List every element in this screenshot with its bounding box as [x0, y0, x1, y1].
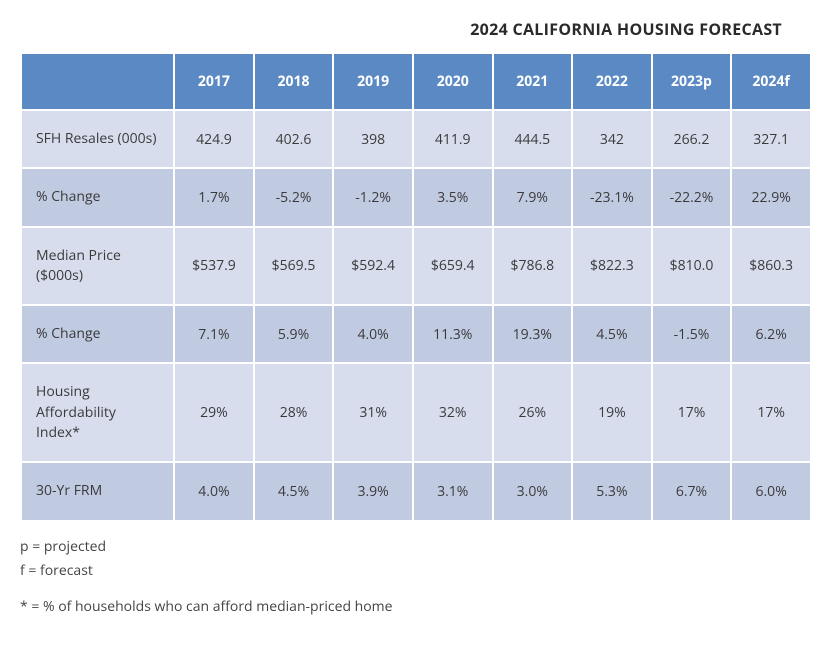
cell: 4.5%	[573, 306, 651, 362]
row-label: % Change	[22, 169, 173, 225]
table-header-row: 2017201820192020202120222023p2024f	[22, 54, 810, 109]
cell: 22.9%	[732, 169, 810, 225]
cell: 266.2	[653, 111, 731, 167]
cell: 3.0%	[494, 463, 572, 519]
cell: 424.9	[175, 111, 253, 167]
cell: 3.5%	[414, 169, 492, 225]
cell: 11.3%	[414, 306, 492, 362]
cell: 28%	[255, 364, 333, 461]
cell: -5.2%	[255, 169, 333, 225]
page-title: 2024 CALIFORNIA HOUSING FORECAST	[20, 18, 812, 40]
cell: -1.2%	[334, 169, 412, 225]
cell: $810.0	[653, 228, 731, 305]
footnote-projected: p = projected	[20, 536, 812, 558]
cell: 17%	[653, 364, 731, 461]
cell: 4.0%	[175, 463, 253, 519]
table-row: % Change1.7%-5.2%-1.2%3.5%7.9%-23.1%-22.…	[22, 169, 810, 225]
cell: 444.5	[494, 111, 572, 167]
cell: $569.5	[255, 228, 333, 305]
cell: -1.5%	[653, 306, 731, 362]
row-label: Housing Affordability Index*	[22, 364, 173, 461]
footnote-forecast: f = forecast	[20, 560, 812, 582]
cell: $786.8	[494, 228, 572, 305]
cell: $659.4	[414, 228, 492, 305]
cell: 17%	[732, 364, 810, 461]
cell: 3.9%	[334, 463, 412, 519]
cell: 6.2%	[732, 306, 810, 362]
cell: 3.1%	[414, 463, 492, 519]
cell: 6.7%	[653, 463, 731, 519]
row-label: Median Price ($000s)	[22, 228, 173, 305]
column-header: 2022	[573, 54, 651, 109]
cell: $592.4	[334, 228, 412, 305]
cell: -22.2%	[653, 169, 731, 225]
cell: 7.1%	[175, 306, 253, 362]
cell: 1.7%	[175, 169, 253, 225]
table-row: SFH Resales (000s)424.9402.6398411.9444.…	[22, 111, 810, 167]
table-row: Housing Affordability Index*29%28%31%32%…	[22, 364, 810, 461]
forecast-table: 2017201820192020202120222023p2024f SFH R…	[20, 52, 812, 522]
cell: $537.9	[175, 228, 253, 305]
footnotes: p = projected f = forecast * = % of hous…	[20, 536, 812, 619]
cell: 19%	[573, 364, 651, 461]
cell: 29%	[175, 364, 253, 461]
column-header: 2018	[255, 54, 333, 109]
cell: 32%	[414, 364, 492, 461]
column-header: 2023p	[653, 54, 731, 109]
cell: 26%	[494, 364, 572, 461]
cell: 5.9%	[255, 306, 333, 362]
cell: 7.9%	[494, 169, 572, 225]
cell: 411.9	[414, 111, 492, 167]
cell: 342	[573, 111, 651, 167]
row-label: 30-Yr FRM	[22, 463, 173, 519]
column-header: 2017	[175, 54, 253, 109]
table-row: Median Price ($000s)$537.9$569.5$592.4$6…	[22, 228, 810, 305]
footnote-asterisk: * = % of households who can afford media…	[20, 596, 812, 618]
table-row: 30-Yr FRM4.0%4.5%3.9%3.1%3.0%5.3%6.7%6.0…	[22, 463, 810, 519]
cell: 4.5%	[255, 463, 333, 519]
cell: -23.1%	[573, 169, 651, 225]
cell: 398	[334, 111, 412, 167]
cell: 402.6	[255, 111, 333, 167]
cell: $860.3	[732, 228, 810, 305]
column-header: 2021	[494, 54, 572, 109]
row-label: % Change	[22, 306, 173, 362]
cell: 6.0%	[732, 463, 810, 519]
column-header	[22, 54, 173, 109]
cell: 4.0%	[334, 306, 412, 362]
column-header: 2024f	[732, 54, 810, 109]
column-header: 2019	[334, 54, 412, 109]
cell: 31%	[334, 364, 412, 461]
table-body: SFH Resales (000s)424.9402.6398411.9444.…	[22, 111, 810, 520]
column-header: 2020	[414, 54, 492, 109]
row-label: SFH Resales (000s)	[22, 111, 173, 167]
cell: $822.3	[573, 228, 651, 305]
cell: 5.3%	[573, 463, 651, 519]
cell: 19.3%	[494, 306, 572, 362]
cell: 327.1	[732, 111, 810, 167]
table-row: % Change7.1%5.9%4.0%11.3%19.3%4.5%-1.5%6…	[22, 306, 810, 362]
